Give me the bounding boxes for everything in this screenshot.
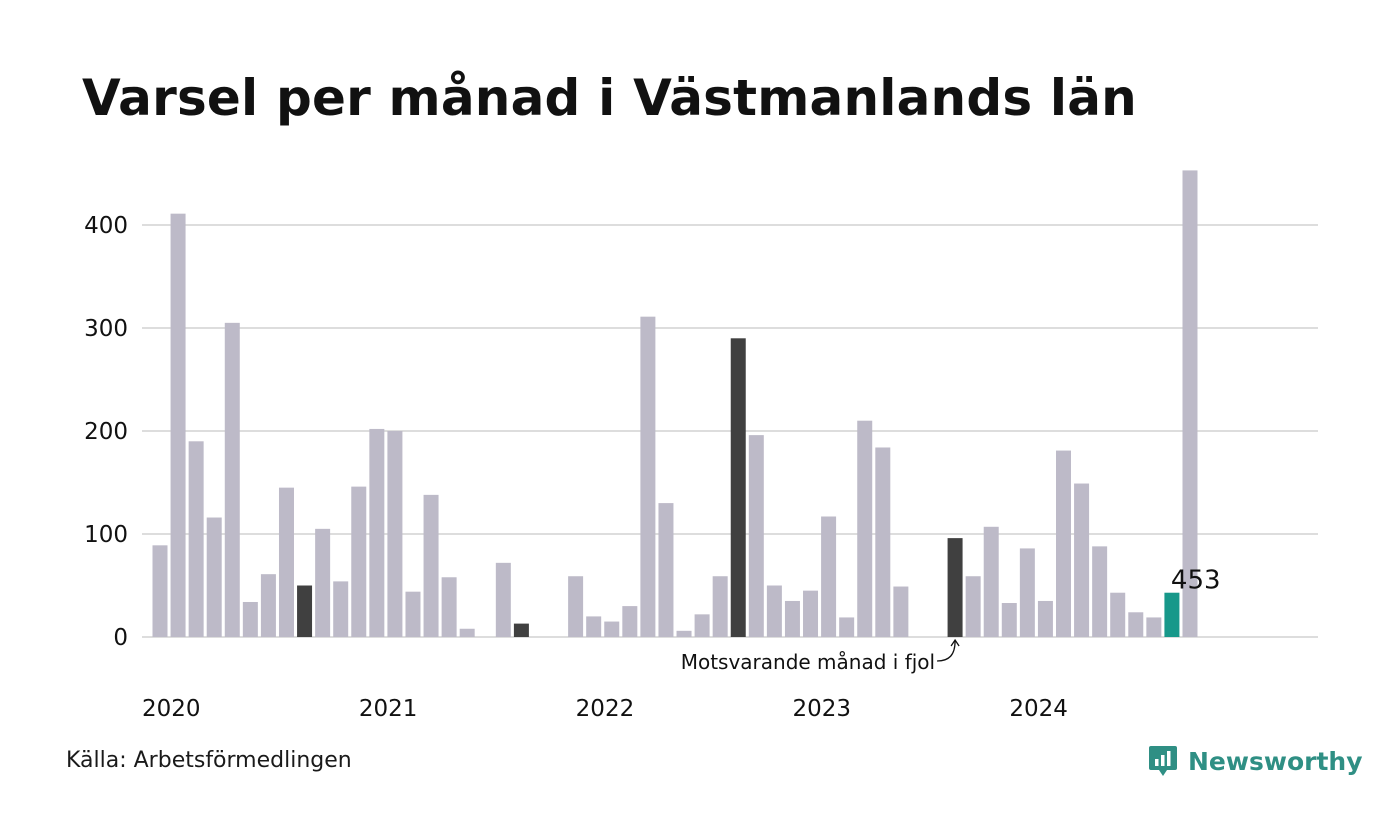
annotation-arrow (937, 640, 956, 662)
bar-same-month-last-year-2020-09 (297, 585, 313, 637)
bar-2020-07 (260, 574, 276, 637)
x-axis-ticks: 2020 2021 2022 2023 2024 (142, 696, 1068, 722)
bar-2020-06 (242, 601, 258, 637)
y-tick-label: 300 (84, 316, 128, 342)
bar-2024-07 (1128, 612, 1144, 637)
bar-2021-02 (387, 431, 403, 637)
bar-2020-10 (315, 528, 331, 637)
bar-2020-05 (224, 322, 240, 637)
bar-2024-08 (1146, 617, 1162, 637)
bar-2024-05 (1092, 546, 1108, 637)
latest-value-label: 453 (1171, 566, 1221, 596)
bar-2024-04 (1074, 483, 1090, 637)
x-tick-label: 2021 (359, 696, 418, 722)
chart-title: Varsel per månad i Västmanlands län (82, 69, 1137, 127)
bar-2023-11 (983, 526, 999, 637)
bar-2021-08 (495, 562, 511, 637)
bar-2020-11 (333, 581, 349, 637)
bar-2022-11 (766, 585, 782, 637)
bars (152, 170, 1198, 638)
bar-2022-04 (640, 316, 656, 637)
x-tick-label: 2022 (576, 696, 635, 722)
bar-2021-01 (369, 428, 385, 637)
annotation-text: Motsvarande månad i fjol (681, 650, 935, 674)
annotation: Motsvarande månad i fjol (681, 638, 960, 674)
bar-2022-05 (658, 503, 674, 637)
bar-2021-03 (405, 591, 421, 637)
bar-2023-12 (1001, 603, 1017, 637)
x-tick-label: 2023 (793, 696, 852, 722)
bar-2023-10 (965, 576, 981, 637)
bar-2022-06 (676, 630, 692, 637)
bar-2021-04 (423, 494, 439, 637)
bar-2023-03 (839, 617, 855, 637)
bar-2020-03 (188, 441, 204, 637)
bar-2022-10 (748, 435, 764, 637)
bar-2020-08 (278, 487, 294, 637)
bar-same-month-last-year-2021-09 (513, 623, 529, 637)
bar-2022-01 (586, 616, 602, 637)
x-tick-label: 2020 (142, 696, 201, 722)
bar-2022-12 (784, 600, 800, 637)
bar-2023-02 (821, 516, 837, 637)
bar-undefined (1182, 170, 1198, 637)
bar-2022-08 (712, 576, 728, 637)
bar-same-month-last-year-2022-09 (730, 338, 746, 637)
y-tick-label: 100 (84, 522, 128, 548)
newsworthy-brand-name: Newsworthy (1188, 746, 1363, 776)
bar-2024-02 (1037, 600, 1053, 637)
bar-2024-03 (1056, 450, 1071, 637)
bar-2022-03 (622, 606, 638, 637)
source-credit: Källa: Arbetsförmedlingen (66, 748, 352, 773)
bar-2023-05 (875, 447, 891, 637)
bar-2022-07 (694, 614, 710, 637)
bar-2021-06 (459, 628, 475, 637)
y-tick-label: 0 (113, 625, 128, 651)
y-tick-label: 400 (84, 213, 128, 239)
bar-2023-06 (893, 586, 909, 637)
bar-2023-04 (857, 420, 873, 637)
bar-2024-06 (1110, 592, 1126, 637)
newsworthy-brand[interactable]: Newsworthy (1148, 744, 1363, 778)
x-tick-label: 2024 (1009, 696, 1068, 722)
bar-same-month-last-year-2023-09 (947, 538, 963, 637)
bar-2020-02 (170, 213, 186, 638)
bar-2022-02 (604, 621, 620, 637)
bar-2021-12 (568, 576, 584, 637)
bar-latest-2024-09 (1164, 592, 1180, 637)
y-axis-ticks: 0 100 200 300 400 (84, 213, 128, 651)
annotation-arrowhead (950, 638, 960, 647)
y-tick-label: 200 (84, 419, 128, 445)
bar-2020-01 (152, 545, 168, 637)
bar-2020-12 (351, 486, 367, 637)
bar-2023-01 (803, 590, 819, 637)
bar-2020-04 (206, 517, 222, 637)
bar-2021-05 (441, 577, 457, 637)
data-labels: 453 (1171, 566, 1221, 596)
bar-2024-01 (1019, 548, 1035, 637)
newsworthy-logo-icon (1149, 746, 1177, 776)
